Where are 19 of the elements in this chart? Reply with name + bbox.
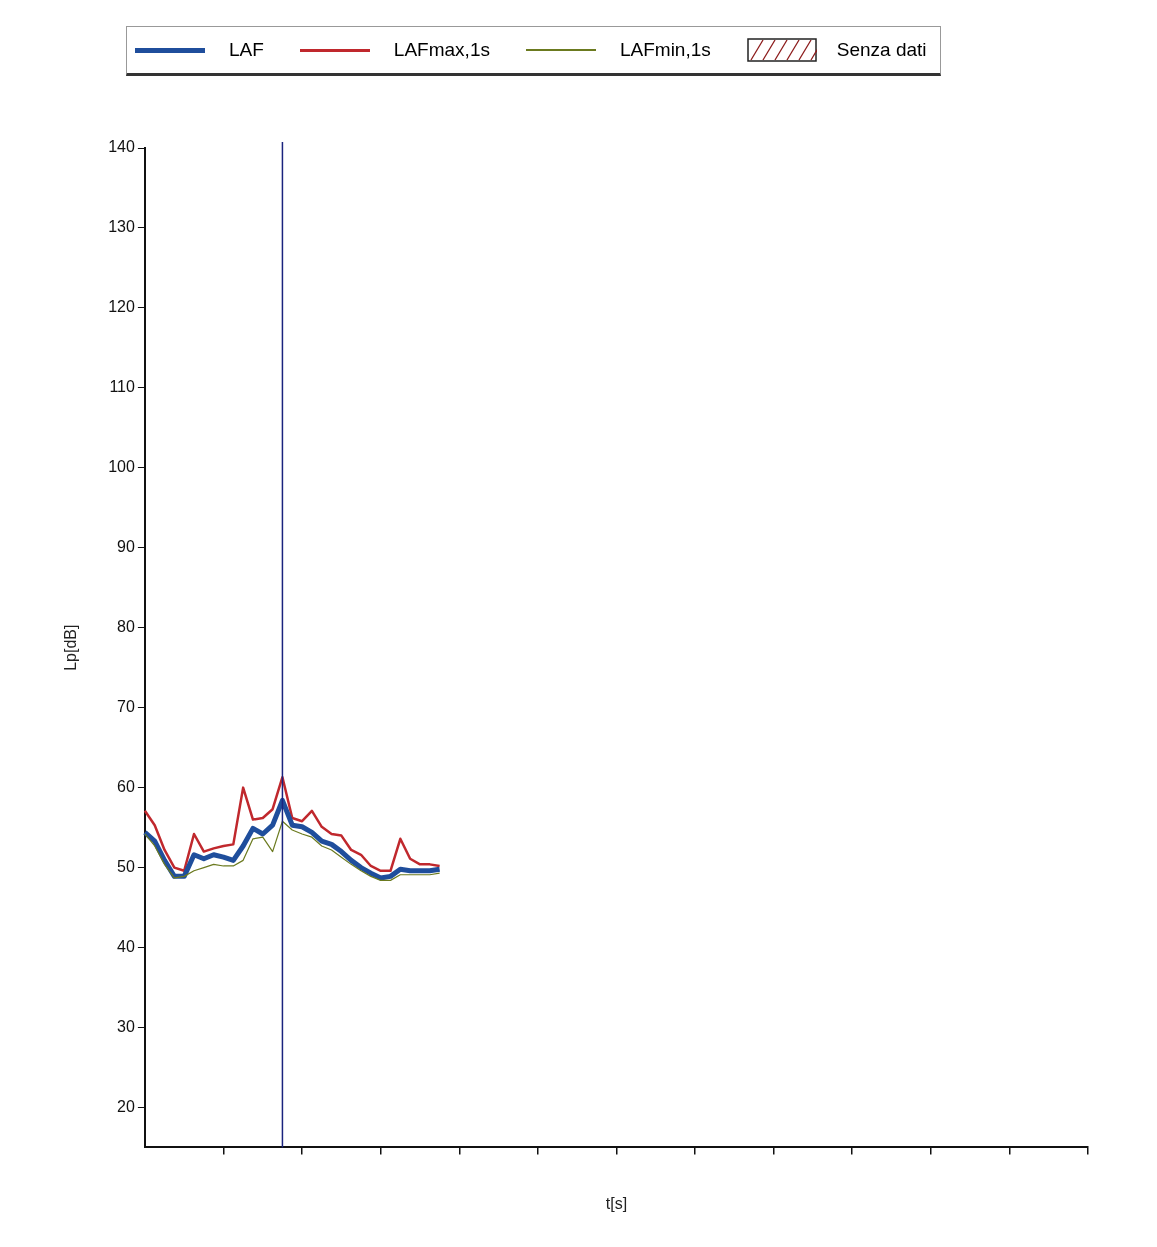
y-tick-label: 20	[117, 1097, 135, 1115]
y-tick-label: 130	[108, 218, 135, 236]
y-tick-label: 110	[109, 378, 135, 396]
legend-label: LAFmin,1s	[619, 39, 711, 61]
y-tick-label: 100	[108, 458, 135, 476]
y-tick-label: 40	[117, 937, 135, 955]
y-tick-label: 90	[117, 538, 135, 556]
y-axis-title: Lp[dB]	[62, 624, 80, 671]
y-tick-label: 70	[117, 698, 135, 716]
y-tick-label: 140	[108, 138, 135, 156]
y-tick-label: 50	[117, 857, 135, 875]
y-tick-label: 30	[117, 1017, 135, 1035]
legend-label: LAF	[229, 39, 264, 61]
x-axis-title: t[s]	[605, 1194, 628, 1212]
y-tick-label: 60	[117, 778, 135, 796]
y-tick-label: 80	[117, 618, 135, 636]
legend-label: LAFmax,1s	[393, 39, 490, 61]
text: Senza dati	[836, 39, 927, 61]
y-tick-label: 120	[108, 298, 135, 316]
